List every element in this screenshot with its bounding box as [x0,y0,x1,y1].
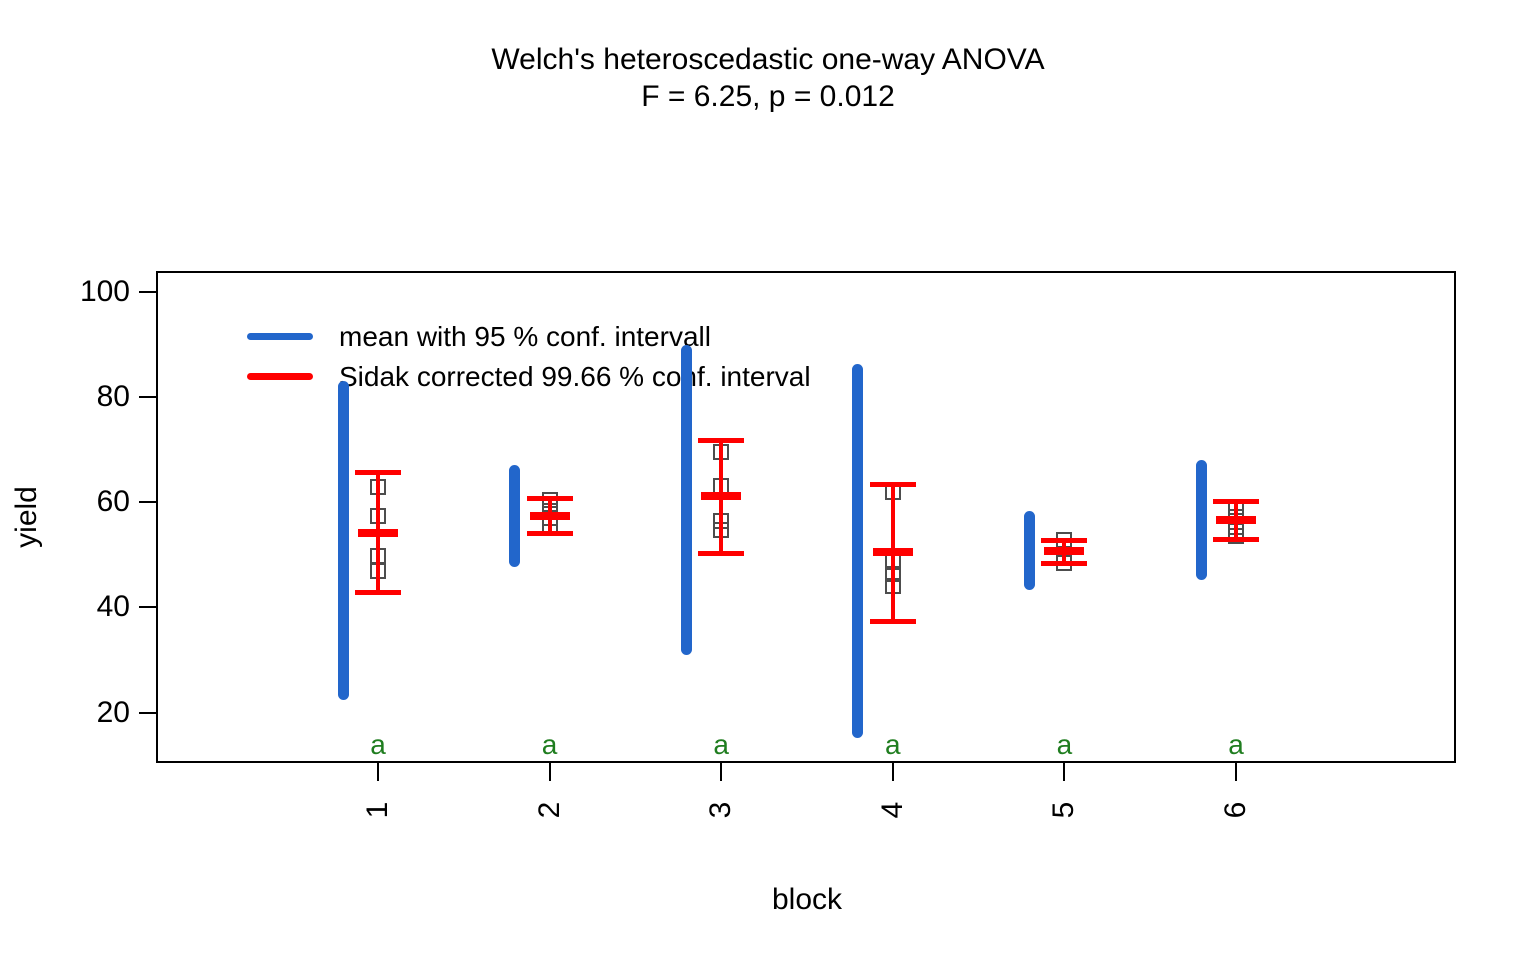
plot-box [156,271,1456,763]
ci-cap [869,619,916,625]
group-letter: a [1228,729,1244,760]
ci-bar-95 [680,345,692,656]
ci-mean-bar [872,548,913,557]
chart-subtitle: F = 6.25, p = 0.012 [641,80,895,113]
x-tick-label: 3 [704,801,738,819]
x-tick [720,763,723,781]
group-letter: a [885,729,901,760]
group-letter: a [713,729,729,760]
group-letter: a [370,729,386,760]
ci-cap [869,482,916,488]
x-tick [1063,763,1066,781]
legend-swatch-sidak-line [247,373,313,380]
x-axis-label: block [771,883,843,916]
y-tick-label: 100 [79,274,130,308]
y-tick [139,501,157,504]
legend-swatch-mean-line [247,333,313,340]
legend-label-mean: mean with 95 % conf. intervall [339,321,711,352]
ci-cap [526,496,573,502]
y-tick-label: 40 [96,590,130,624]
group-letter: a [541,729,558,760]
x-tick [548,763,551,781]
legend-label-sidak: Sidak corrected 99.66 % conf. interval [339,361,811,392]
ci-mean-bar [529,511,570,520]
ci-bar-95 [1023,510,1035,590]
y-tick [139,395,157,398]
ci-mean-bar [358,528,398,537]
ci-mean-bar [1044,547,1085,556]
x-tick [891,763,894,781]
y-axis-label: yield [10,486,43,548]
ci-cap [355,590,401,596]
y-tick-label: 80 [96,379,130,413]
y-tick-label: 20 [96,695,130,729]
ci-cap [698,551,745,557]
group-letter: a [1056,729,1073,760]
ci-bar-95 [509,465,521,567]
ci-cap [1213,536,1259,542]
ci-bar-95 [337,381,349,700]
ci-cap [526,531,573,537]
ci-cap [355,469,401,475]
ci-cap [1041,560,1088,566]
x-tick-label: 1 [361,801,394,819]
ci-cap [698,437,745,443]
y-tick [139,711,157,714]
x-tick [1235,763,1237,781]
x-tick-label: 6 [1219,801,1252,819]
y-tick [139,290,157,293]
ci-mean-bar [1216,516,1256,525]
y-tick [139,606,157,609]
x-tick-label: 4 [875,801,909,819]
ci-bar-95 [1195,459,1207,580]
ci-cap [1041,537,1088,543]
ci-cap [1213,498,1259,504]
x-tick-label: 2 [532,801,566,819]
ci-mean-bar [701,491,742,500]
x-tick-label: 5 [1047,801,1081,819]
y-tick-label: 60 [96,485,130,519]
x-tick [377,763,379,781]
ci-bar-95 [852,363,864,739]
chart-title: Welch's heteroscedastic one-way ANOVA [491,43,1045,76]
